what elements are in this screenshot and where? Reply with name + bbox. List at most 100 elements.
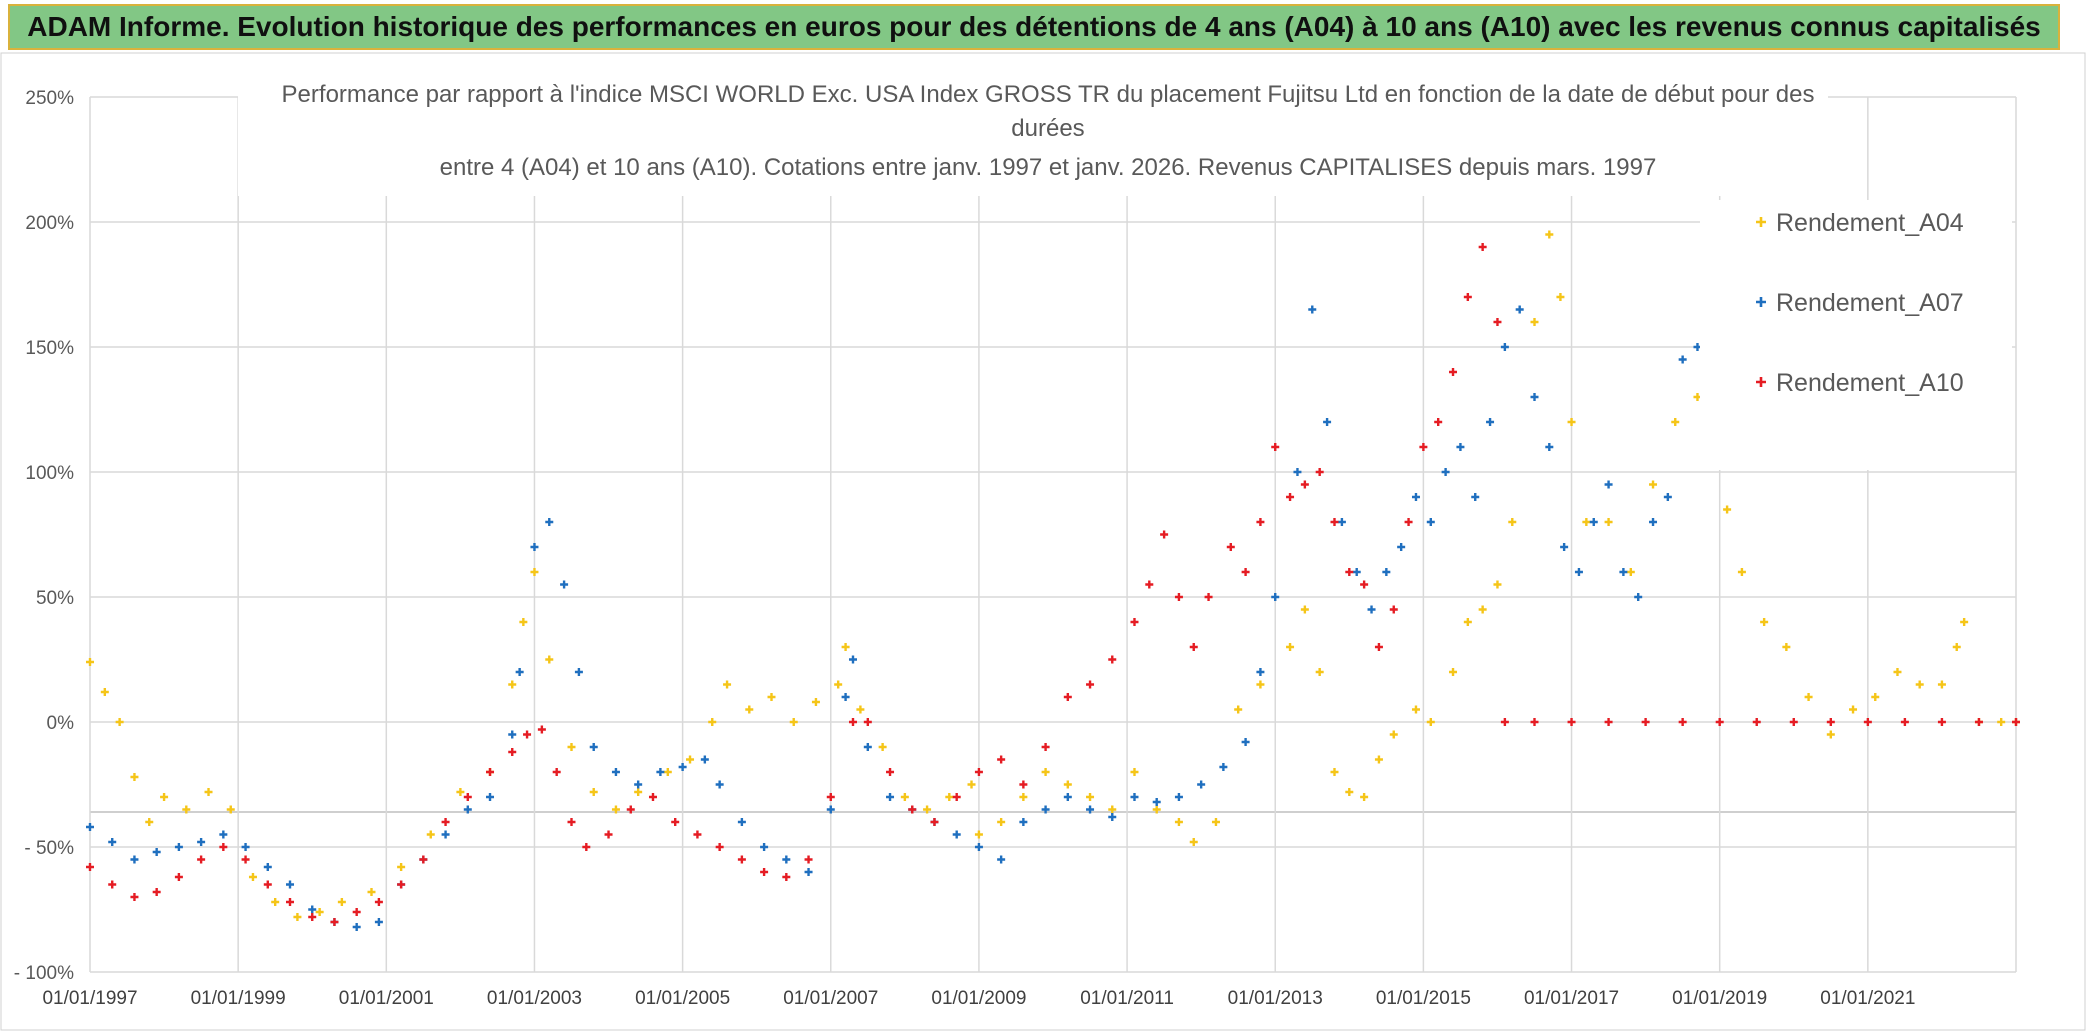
data-point <box>611 768 620 776</box>
x-tick-label: 01/01/2009 <box>931 988 1026 1009</box>
data-point <box>804 855 813 864</box>
data-point <box>663 768 672 776</box>
data-point <box>1789 718 1798 726</box>
legend-background <box>1700 200 2012 470</box>
data-point <box>611 805 620 814</box>
y-tick-label: 50% <box>36 588 74 609</box>
data-point <box>308 905 317 914</box>
data-point <box>1315 468 1324 476</box>
x-tick-label: 01/01/2015 <box>1376 988 1471 1009</box>
data-point <box>86 863 94 871</box>
data-point <box>848 655 857 664</box>
data-point <box>1556 293 1565 301</box>
data-point <box>508 730 517 739</box>
data-point <box>204 788 213 796</box>
data-point <box>241 855 250 864</box>
data-point <box>530 568 539 576</box>
data-point <box>1211 818 1220 826</box>
data-point <box>1900 718 1909 726</box>
chart-title-line: Performance par rapport à l'indice MSCI … <box>282 81 1815 108</box>
data-point <box>515 668 524 676</box>
data-point <box>1145 580 1154 589</box>
data-point <box>1308 305 1317 314</box>
data-point <box>1671 418 1680 426</box>
data-point <box>1286 493 1295 501</box>
data-point <box>1826 730 1835 739</box>
data-point <box>463 793 472 801</box>
data-point <box>782 855 791 864</box>
data-point <box>315 908 324 916</box>
data-point <box>374 918 383 926</box>
y-tick-label: 200% <box>25 213 74 234</box>
data-point <box>811 698 820 706</box>
x-tick-label: 01/01/2003 <box>487 988 582 1009</box>
data-point <box>1804 693 1813 701</box>
data-point <box>1174 793 1183 801</box>
data-point <box>441 830 450 839</box>
data-point <box>160 793 169 801</box>
data-point <box>708 718 717 726</box>
data-point <box>1737 568 1746 576</box>
data-point <box>463 805 472 814</box>
data-point <box>1389 605 1398 614</box>
data-point <box>1152 798 1161 806</box>
data-point <box>1160 530 1169 539</box>
data-point <box>648 793 657 801</box>
data-point <box>248 873 257 881</box>
data-point <box>1449 668 1458 676</box>
data-point <box>1330 768 1339 776</box>
x-tick-label: 01/01/2013 <box>1228 988 1323 1009</box>
x-tick-label: 01/01/2001 <box>339 988 434 1009</box>
data-point <box>841 693 850 701</box>
data-point <box>1019 818 1028 826</box>
data-point <box>574 668 583 676</box>
chart-title-line: durées <box>1011 115 1084 142</box>
data-point <box>1271 443 1280 451</box>
data-point <box>1382 568 1391 576</box>
data-point <box>145 818 154 826</box>
x-tick-label: 01/01/2011 <box>1080 988 1174 1009</box>
data-point <box>1434 418 1443 426</box>
data-point <box>1241 568 1250 576</box>
data-point <box>767 693 776 701</box>
data-point <box>1063 793 1072 801</box>
data-point <box>1130 618 1139 626</box>
data-point <box>1649 480 1658 489</box>
data-point <box>1871 693 1880 701</box>
y-tick-label: - 100% <box>14 963 74 984</box>
x-tick-label: 01/01/2007 <box>783 988 878 1009</box>
data-point <box>1960 618 1969 626</box>
data-point <box>582 843 591 851</box>
data-point <box>1493 318 1502 326</box>
data-point <box>441 818 450 826</box>
x-tick-label: 01/01/2019 <box>1672 988 1767 1009</box>
data-point <box>182 805 191 814</box>
data-point <box>1256 668 1265 676</box>
data-point <box>863 743 872 751</box>
data-point <box>1560 543 1569 551</box>
data-point <box>997 755 1006 764</box>
data-point <box>1752 718 1761 726</box>
x-tick-label: 01/01/1999 <box>191 988 286 1009</box>
data-point <box>1389 730 1398 739</box>
data-point <box>1041 768 1050 776</box>
data-point <box>1604 718 1613 726</box>
data-point <box>856 705 865 714</box>
data-point <box>330 918 339 926</box>
data-point <box>174 873 183 881</box>
data-point <box>1604 480 1613 489</box>
data-point <box>997 818 1006 826</box>
legend-marker <box>1756 297 1766 307</box>
data-point <box>1826 718 1835 726</box>
data-point <box>537 725 546 734</box>
data-point <box>545 655 554 664</box>
data-point <box>737 855 746 864</box>
data-point <box>1478 605 1487 614</box>
data-point <box>426 830 435 839</box>
data-point <box>886 793 895 801</box>
data-point <box>1493 580 1502 589</box>
data-point <box>1456 443 1465 451</box>
data-point <box>152 888 161 896</box>
data-point <box>1337 518 1346 526</box>
data-point <box>1500 343 1509 351</box>
